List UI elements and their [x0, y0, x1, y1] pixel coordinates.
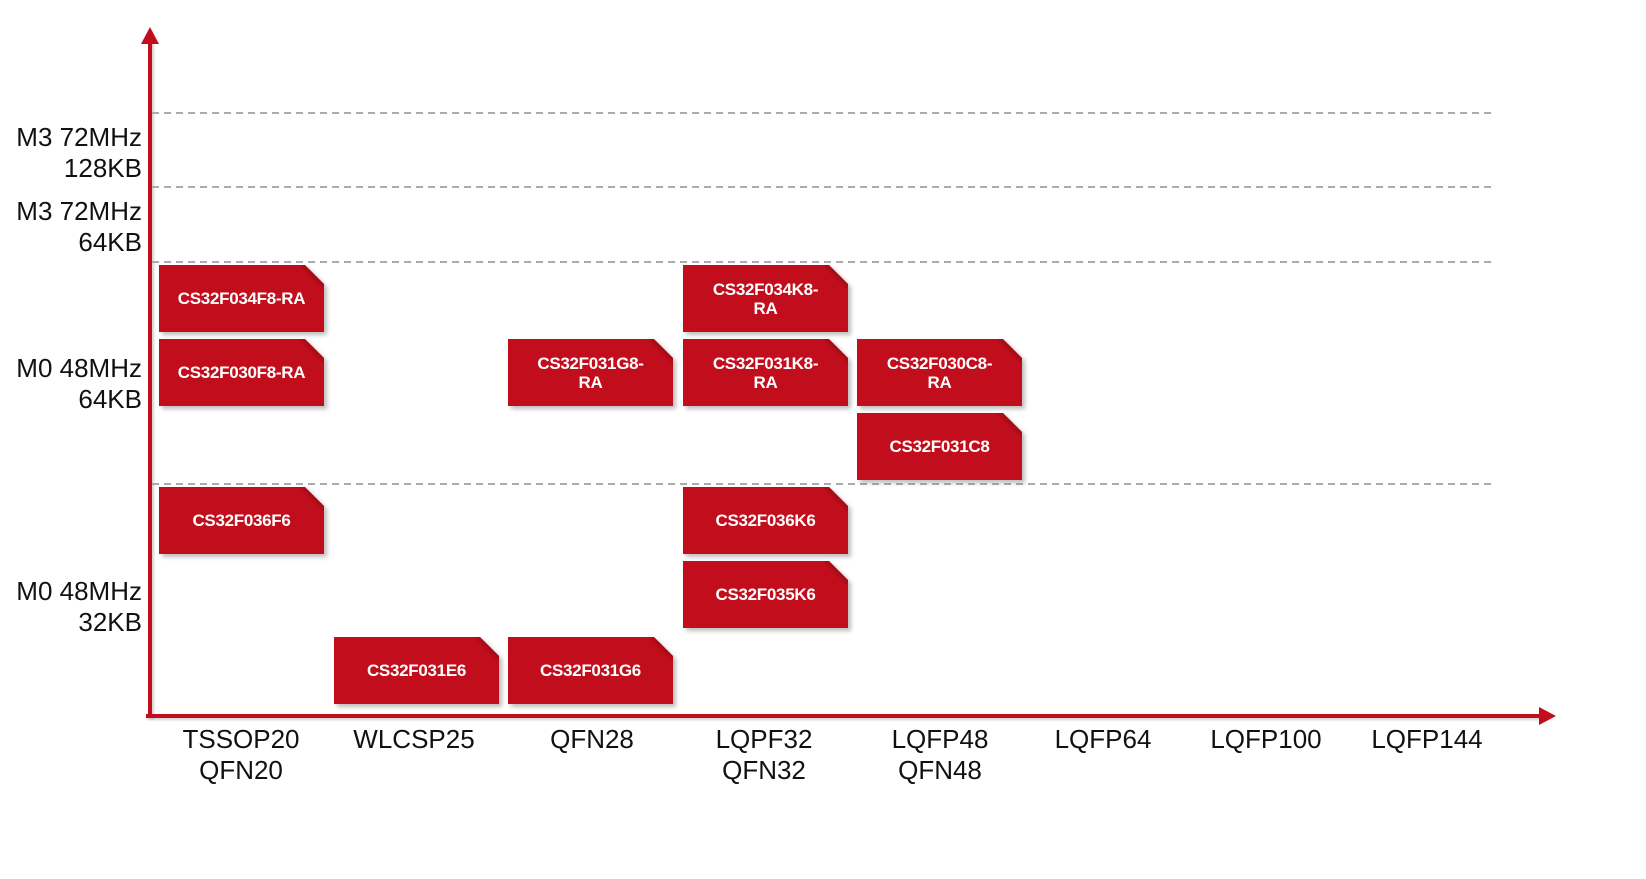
- y-tick-line: 64KB: [78, 227, 142, 257]
- x-tick-label: LQFP100: [1156, 724, 1376, 755]
- part-box: CS32F031E6: [334, 637, 499, 704]
- x-tick-line: QFN28: [550, 724, 634, 754]
- part-label-line: CS32F031C8: [889, 437, 990, 456]
- x-tick-line: LQFP144: [1371, 724, 1483, 754]
- part-label-line: CS32F034K8-: [712, 279, 819, 299]
- y-tick-line: M0 48MHz: [16, 353, 142, 383]
- x-tick-label: LQPF32 QFN32: [654, 724, 874, 786]
- part-box: CS32F031G8- RA: [508, 339, 673, 406]
- part-label-line: RA: [578, 372, 603, 392]
- x-tick-label: LQFP64: [993, 724, 1213, 755]
- x-tick-line: QFN20: [199, 755, 283, 785]
- y-tick-label: M0 48MHz 64KB: [0, 353, 142, 415]
- y-axis-arrow-icon: [141, 27, 159, 44]
- x-tick-line: LQPF32: [715, 724, 813, 754]
- part-label-line: CS32F035K6: [715, 585, 816, 604]
- y-tick-label: M0 48MHz 32KB: [0, 576, 142, 638]
- x-tick-label: LQFP144: [1317, 724, 1537, 755]
- part-cs32f036k6: CS32F036K6: [683, 487, 848, 554]
- part-label-line: CS32F031G8-: [537, 353, 644, 373]
- part-cs32f034k8-ra: CS32F034K8- RA: [683, 265, 848, 332]
- x-tick-line: TSSOP20: [182, 724, 300, 754]
- part-label-line: RA: [927, 372, 952, 392]
- part-cs32f030c8-ra: CS32F030C8- RA: [857, 339, 1022, 406]
- part-cs32f031g6: CS32F031G6: [508, 637, 673, 704]
- x-tick-label: QFN28: [482, 724, 702, 755]
- part-box: CS32F030C8- RA: [857, 339, 1022, 406]
- y-axis-line: [148, 40, 152, 718]
- x-tick-line: QFN48: [898, 755, 982, 785]
- y-tick-line: 32KB: [78, 607, 142, 637]
- x-tick-line: LQFP100: [1210, 724, 1322, 754]
- part-cs32f034f8-ra: CS32F034F8-RA: [159, 265, 324, 332]
- x-tick-label: TSSOP20 QFN20: [131, 724, 351, 786]
- part-label-line: CS32F031G6: [540, 661, 641, 680]
- dashed-gridline: [152, 186, 1492, 188]
- x-tick-label: LQFP48 QFN48: [830, 724, 1050, 786]
- part-box: CS32F035K6: [683, 561, 848, 628]
- part-label-line: CS32F031K8-: [712, 353, 819, 373]
- part-cs32f031k8-ra: CS32F031K8- RA: [683, 339, 848, 406]
- y-tick-label: M3 72MHz 128KB: [0, 122, 142, 184]
- x-tick-line: LQFP48: [891, 724, 989, 754]
- dashed-gridline: [152, 261, 1492, 263]
- part-label-line: CS32F031E6: [366, 661, 467, 680]
- part-box: CS32F034K8- RA: [683, 265, 848, 332]
- x-tick-label: WLCSP25: [304, 724, 524, 755]
- y-tick-line: M3 72MHz: [16, 122, 142, 152]
- y-tick-label: M3 72MHz 64KB: [0, 196, 142, 258]
- y-tick-line: 64KB: [78, 384, 142, 414]
- y-tick-line: 128KB: [63, 153, 142, 183]
- x-axis-line: [146, 714, 1542, 718]
- x-tick-line: QFN32: [722, 755, 806, 785]
- part-label-line: CS32F030C8-: [886, 353, 993, 373]
- part-label-line: CS32F036F6: [192, 511, 291, 530]
- x-axis-arrow-icon: [1539, 707, 1556, 725]
- part-cs32f036f6: CS32F036F6: [159, 487, 324, 554]
- part-cs32f031e6: CS32F031E6: [334, 637, 499, 704]
- dashed-gridline: [152, 112, 1492, 114]
- part-box: CS32F034F8-RA: [159, 265, 324, 332]
- part-box: CS32F031K8- RA: [683, 339, 848, 406]
- y-tick-line: M0 48MHz: [16, 576, 142, 606]
- part-cs32f030f8-ra: CS32F030F8-RA: [159, 339, 324, 406]
- part-cs32f031c8: CS32F031C8: [857, 413, 1022, 480]
- part-box: CS32F030F8-RA: [159, 339, 324, 406]
- part-label-line: CS32F034F8-RA: [177, 289, 306, 308]
- x-tick-line: LQFP64: [1054, 724, 1152, 754]
- part-box: CS32F031G6: [508, 637, 673, 704]
- part-cs32f031g8-ra: CS32F031G8- RA: [508, 339, 673, 406]
- x-tick-line: WLCSP25: [353, 724, 475, 754]
- part-label-line: CS32F036K6: [715, 511, 816, 530]
- part-label-line: RA: [753, 372, 778, 392]
- part-label-line: RA: [753, 298, 778, 318]
- dashed-gridline: [152, 483, 1492, 485]
- part-label-line: CS32F030F8-RA: [177, 363, 306, 382]
- part-cs32f035k6: CS32F035K6: [683, 561, 848, 628]
- y-tick-line: M3 72MHz: [16, 196, 142, 226]
- part-box: CS32F036K6: [683, 487, 848, 554]
- part-box: CS32F036F6: [159, 487, 324, 554]
- part-box: CS32F031C8: [857, 413, 1022, 480]
